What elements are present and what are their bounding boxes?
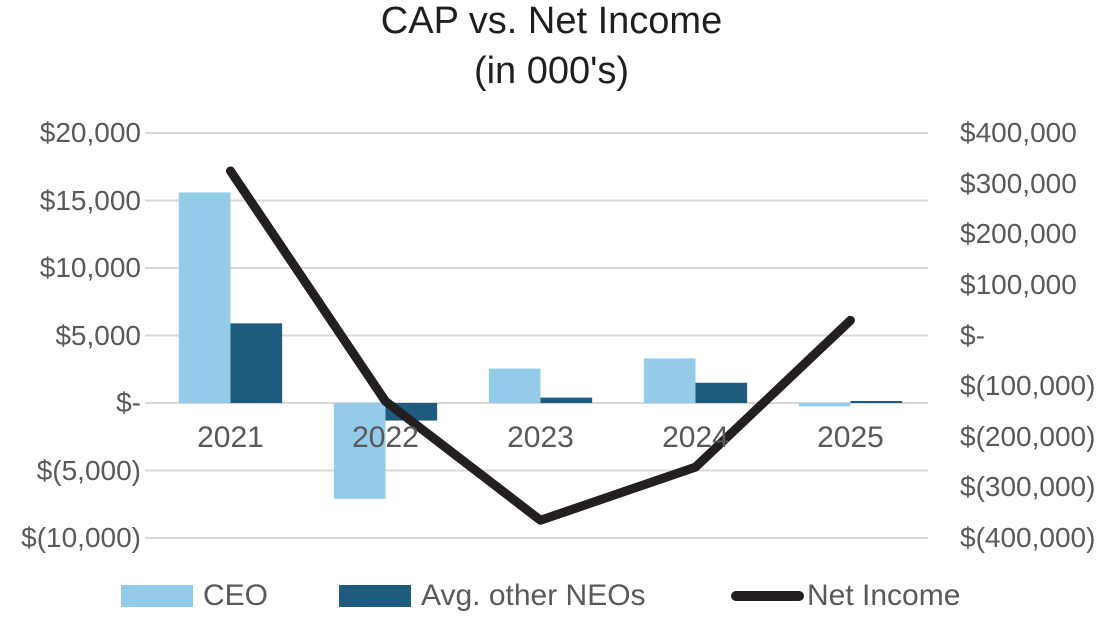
right-axis-tick-label: $300,000 [960, 167, 1077, 199]
legend-item-ceo: CEO [121, 579, 269, 612]
bar-neos-2025 [850, 400, 903, 403]
bar-ceo-2023 [488, 368, 541, 403]
x-axis-label-2021: 2021 [197, 421, 264, 454]
legend-item-net-income: Net Income [731, 579, 961, 612]
right-axis-tick-label: $(400,000) [960, 522, 1096, 553]
right-axis-tick-label: $(100,000) [960, 370, 1096, 402]
left-axis-tick-label: $15,000 [39, 184, 141, 216]
right-axis-tick-label: $400,000 [960, 117, 1077, 148]
ceo-swatch-icon [121, 585, 193, 607]
x-axis-label-2024: 2024 [662, 421, 729, 454]
legend-label-ceo: CEO [203, 579, 269, 612]
bar-ceo-2022 [333, 403, 386, 499]
chart-title: CAP vs. Net Income (in 000's) [0, 0, 1103, 96]
x-axis-label-2023: 2023 [507, 421, 574, 454]
bar-ceo-2025 [798, 403, 851, 407]
left-axis-tick-label: $5,000 [55, 319, 141, 351]
right-axis-tick-label: $100,000 [960, 268, 1077, 300]
legend-item-neos: Avg. other NEOs [339, 579, 646, 612]
x-axis-label-2025: 2025 [817, 421, 884, 454]
net-income-line-swatch-icon [731, 591, 804, 601]
bar-ceo-2021 [178, 192, 231, 403]
right-axis-tick-label: $200,000 [960, 218, 1077, 250]
right-axis-tick-label: $(300,000) [960, 471, 1096, 503]
bar-ceo-2024 [643, 358, 696, 403]
neos-swatch-icon [339, 585, 411, 607]
bar-neos-2024 [695, 382, 748, 403]
right-axis-tick-label: $- [960, 319, 985, 351]
bar-neos-2023 [540, 397, 593, 403]
left-axis-tick-label: $10,000 [39, 252, 141, 283]
bar-neos-2021 [230, 323, 283, 403]
legend-label-neos: Avg. other NEOs [421, 579, 646, 612]
chart-title-line2: (in 000's) [473, 50, 630, 92]
left-axis-tick-label: $- [116, 387, 141, 418]
x-axis-label-2022: 2022 [352, 421, 419, 454]
left-axis-tick-label: $(5,000) [36, 454, 141, 486]
right-axis-tick-label: $(200,000) [960, 420, 1096, 452]
chart-title-line1: CAP vs. Net Income [380, 0, 723, 42]
net-income-line [226, 166, 855, 525]
left-axis-tick-label: $(10,000) [21, 522, 141, 553]
left-axis-tick-label: $20,000 [39, 117, 141, 148]
legend-label-net-income: Net Income [807, 579, 961, 612]
